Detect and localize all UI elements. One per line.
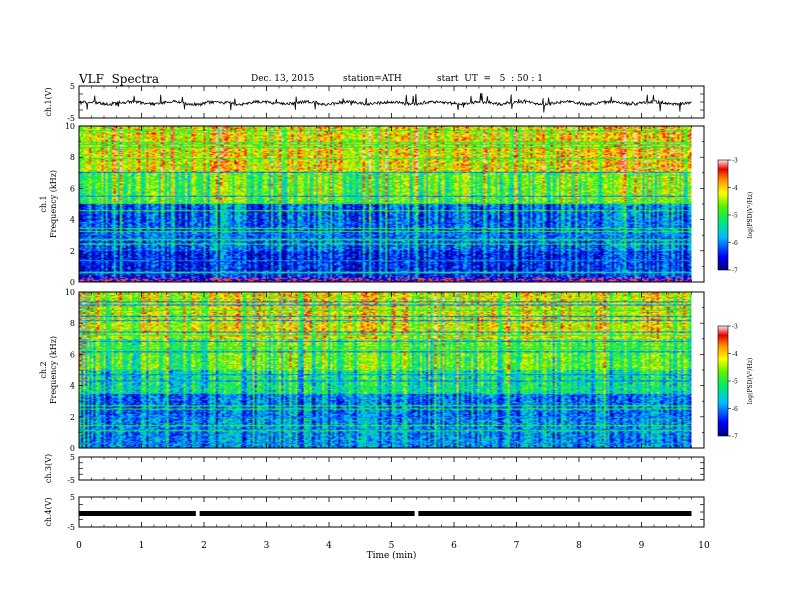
x-axis-label: Time (min): [367, 550, 417, 561]
colorbar-tick-label: -5: [732, 213, 738, 220]
ch2-colorbar-label: log(PSD(V²/Hz): [747, 358, 754, 405]
y-tick-label: 4: [70, 216, 75, 225]
colorbar-tick-label: -7: [732, 268, 738, 275]
ch1-channel-label: ch.1: [39, 195, 48, 212]
colorbar-tick-label: -5: [732, 379, 738, 386]
y-tick-label: 6: [70, 184, 75, 193]
colorbar-tick-label: -4: [732, 351, 738, 358]
ch4-signal-trace: [79, 511, 196, 516]
x-tick-label: 0: [76, 541, 82, 551]
ch1-colorbar-label: log(PSD(V²/Hz): [747, 192, 754, 239]
y-tick-label: 10: [65, 122, 75, 131]
x-tick-label: 2: [201, 541, 207, 551]
y-tick-label: 8: [70, 153, 75, 162]
y-tick-label: 0: [70, 444, 75, 453]
x-tick-label: 10: [698, 541, 710, 551]
x-axis-ticks: [78, 126, 705, 282]
colorbar-tick-label: -7: [732, 434, 738, 441]
x-tick-label: 3: [264, 541, 270, 551]
ch3-ylabel: ch.3(V): [44, 454, 53, 483]
y-tick-label: -5: [67, 476, 75, 485]
y-tick-label: 2: [70, 247, 75, 256]
y-tick-label: -5: [67, 523, 75, 532]
colorbar-tick-label: -3: [732, 324, 738, 331]
colorbar-tick-label: -3: [732, 158, 738, 165]
x-tick-label: 1: [139, 541, 145, 551]
y-tick-label: 5: [70, 453, 75, 462]
y-tick-label: -5: [67, 114, 75, 123]
chart-title: VLF Spectra: [79, 72, 160, 86]
ch4-signal-trace: [199, 511, 415, 516]
ch1-colorbar: [718, 160, 728, 270]
x-axis-ticks: [78, 457, 705, 480]
station-label: station=ATH: [343, 74, 402, 84]
ch1-ylabel: ch.1(V): [44, 87, 53, 116]
ch1-signal-trace: [78, 92, 692, 113]
ch1-spectrogram-image: [79, 126, 692, 282]
date-label: Dec. 13, 2015: [251, 74, 315, 84]
y-tick-label: 5: [70, 493, 75, 502]
y-tick-label: 6: [70, 350, 75, 359]
y-tick-label: 8: [70, 319, 75, 328]
y-tick-label: 4: [70, 382, 75, 391]
ch1-frequency-label: Frequency (kHz): [49, 170, 58, 238]
ch4-ylabel: ch.4(V): [44, 497, 53, 526]
ch2-frequency-label: Frequency (kHz): [49, 336, 58, 404]
colorbar-tick-label: -6: [732, 406, 738, 413]
y-tick-label: 2: [70, 413, 75, 422]
colorbar-tick-label: -4: [732, 185, 738, 192]
x-axis-ticks: [78, 497, 705, 527]
ch2-channel-label: ch.2: [39, 361, 48, 378]
x-axis-ticks: [78, 292, 705, 448]
x-tick-label: 6: [451, 541, 457, 551]
x-tick-label: 8: [576, 541, 582, 551]
y-tick-label: 0: [70, 278, 75, 287]
ch2-colorbar: [718, 326, 728, 436]
ch4-signal-trace: [418, 511, 692, 516]
start-time-label: start UT = 5 : 50 : 1: [437, 74, 543, 84]
x-tick-label: 5: [389, 541, 395, 551]
ch2-spectrogram-image: [79, 292, 692, 448]
x-tick-label: 9: [639, 541, 645, 551]
x-tick-label: 4: [326, 541, 332, 551]
y-tick-label: 5: [70, 82, 75, 91]
x-axis-ticks: [78, 86, 705, 118]
colorbar-tick-label: -6: [732, 240, 738, 247]
y-tick-label: 10: [65, 288, 75, 297]
x-tick-label: 7: [514, 541, 520, 551]
